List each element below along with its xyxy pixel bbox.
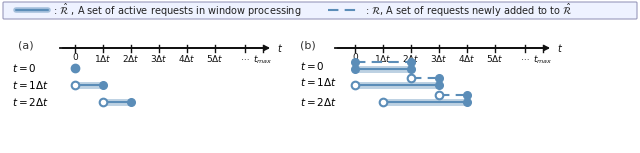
Text: $t = 1\Delta t$: $t = 1\Delta t$ — [300, 75, 337, 88]
Text: 4$\Delta t$: 4$\Delta t$ — [178, 53, 196, 64]
Text: 5$\Delta t$: 5$\Delta t$ — [486, 53, 504, 64]
Text: $t = 0$: $t = 0$ — [12, 62, 36, 74]
Text: 4$\Delta t$: 4$\Delta t$ — [458, 53, 476, 64]
Text: $t_{max}$: $t_{max}$ — [533, 53, 553, 65]
Text: $t_{max}$: $t_{max}$ — [253, 53, 273, 65]
Text: 2$\Delta t$: 2$\Delta t$ — [122, 53, 140, 64]
Text: 0: 0 — [72, 53, 78, 62]
Text: ...: ... — [241, 53, 250, 62]
Text: 0: 0 — [352, 53, 358, 62]
Text: (a): (a) — [18, 41, 34, 51]
Text: ...: ... — [521, 53, 529, 62]
Text: $t = 2\Delta t$: $t = 2\Delta t$ — [300, 96, 337, 108]
Text: 2$\Delta t$: 2$\Delta t$ — [402, 53, 420, 64]
Text: 3$\Delta t$: 3$\Delta t$ — [430, 53, 448, 64]
Text: 1$\Delta t$: 1$\Delta t$ — [94, 53, 112, 64]
Text: 1$\Delta t$: 1$\Delta t$ — [374, 53, 392, 64]
Text: $t = 2\Delta t$: $t = 2\Delta t$ — [12, 96, 49, 108]
Text: $t = 1\Delta t$: $t = 1\Delta t$ — [12, 79, 49, 91]
Text: 3$\Delta t$: 3$\Delta t$ — [150, 53, 168, 64]
Text: : $\hat{\mathcal{R}}$ , A set of active requests in window processing: : $\hat{\mathcal{R}}$ , A set of active … — [53, 1, 301, 19]
Text: $t = 0$: $t = 0$ — [300, 60, 324, 71]
Text: (b): (b) — [300, 41, 316, 51]
Text: 5$\Delta t$: 5$\Delta t$ — [206, 53, 224, 64]
FancyBboxPatch shape — [3, 2, 637, 19]
Text: : $\mathcal{R}$, A set of requests newly added to to $\hat{\mathcal{R}}$: : $\mathcal{R}$, A set of requests newly… — [365, 1, 573, 19]
Text: $t$: $t$ — [277, 42, 283, 54]
Text: $t$: $t$ — [557, 42, 563, 54]
